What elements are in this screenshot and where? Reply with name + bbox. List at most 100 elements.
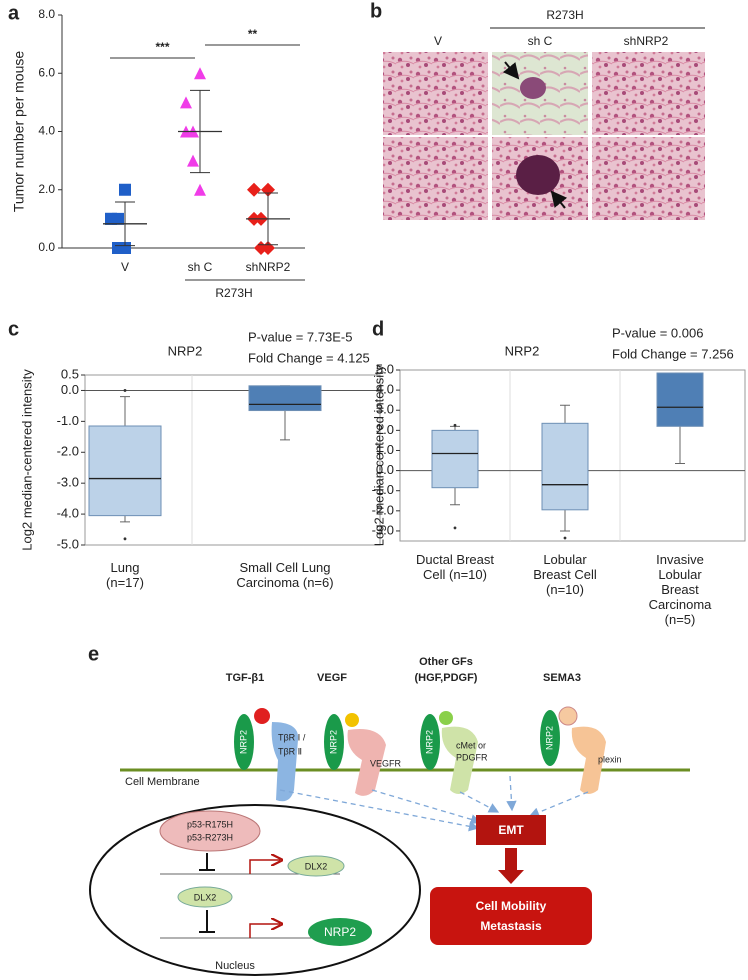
x-tick-label: Lobular Breast Cell (n=10) bbox=[533, 552, 597, 597]
dlx2-node bbox=[287, 855, 345, 877]
whisker bbox=[450, 425, 460, 431]
nrp2-label: NRP2 bbox=[238, 730, 248, 754]
y-tick-label: 2.0 bbox=[38, 182, 55, 196]
emt-box bbox=[476, 815, 546, 845]
micrograph bbox=[383, 52, 488, 135]
dot bbox=[194, 183, 206, 196]
y-tick-label: 1.0 bbox=[376, 442, 394, 457]
y-axis-label: Log2 median-centered intensity bbox=[371, 364, 386, 546]
x-tick-label: Ductal Breast Cell (n=10) bbox=[415, 552, 495, 582]
emt-arrow bbox=[498, 848, 524, 884]
statistic: Fold Change = 7.256 bbox=[612, 346, 734, 361]
box bbox=[431, 429, 479, 489]
panel-label: a bbox=[8, 2, 20, 24]
nrp2-gene-label: NRP2 bbox=[324, 925, 356, 939]
panel-label: e bbox=[88, 643, 99, 665]
column-label: shNRP2 bbox=[624, 34, 669, 48]
ligand-label: VEGF bbox=[317, 672, 347, 684]
micrograph bbox=[383, 137, 488, 220]
statistic: Fold Change = 4.125 bbox=[248, 350, 370, 365]
x-tick-label: Invasive Lobular Breast Carcinoma (n=5) bbox=[648, 552, 712, 627]
outcome-box bbox=[430, 887, 592, 945]
dot bbox=[194, 67, 206, 80]
dlx2-label: DLX2 bbox=[194, 892, 217, 902]
x-tick-label: shNRP2 bbox=[246, 260, 291, 274]
y-tick-label: 5.0 bbox=[376, 361, 394, 376]
nrp2-gene bbox=[308, 918, 372, 946]
x-tick-label: Lung (n=17) bbox=[106, 560, 144, 590]
panel-label: b bbox=[370, 0, 382, 22]
receptor-label: PDGFR bbox=[456, 752, 488, 762]
box bbox=[88, 425, 162, 517]
activation bbox=[249, 924, 280, 938]
ligand bbox=[254, 708, 270, 724]
nucleus bbox=[89, 804, 421, 976]
y-tick-label: 0.0 bbox=[38, 240, 55, 254]
dot bbox=[187, 154, 199, 167]
box bbox=[248, 385, 322, 412]
statistic: P-value = 0.006 bbox=[612, 325, 703, 340]
significance: *** bbox=[155, 40, 169, 54]
p53-label: p53-R175H bbox=[187, 819, 233, 829]
inhibition bbox=[199, 910, 215, 933]
whisker bbox=[675, 426, 685, 465]
dot bbox=[119, 242, 131, 254]
signal-arrow bbox=[459, 791, 500, 813]
signal-arrows bbox=[279, 775, 589, 832]
micrograph bbox=[592, 137, 705, 220]
nrp2-receptor bbox=[324, 714, 344, 770]
y-tick-label: -5.0 bbox=[57, 536, 79, 551]
receptor-label: VEGFR bbox=[370, 758, 402, 768]
dlx2-node bbox=[177, 886, 233, 908]
y-tick-label: 4.0 bbox=[376, 382, 394, 397]
y-tick-label: 6.0 bbox=[38, 65, 55, 79]
y-tick-label: 0.5 bbox=[61, 366, 79, 381]
y-axis-label: Log2 median-centered intensity bbox=[19, 369, 34, 551]
column-label: V bbox=[434, 34, 442, 48]
outlier bbox=[453, 423, 457, 427]
y-tick-label: 8.0 bbox=[38, 7, 55, 21]
y-tick-label: 3.0 bbox=[376, 402, 394, 417]
dlx2-label: DLX2 bbox=[305, 861, 328, 871]
signal-arrow bbox=[506, 775, 517, 812]
receptor bbox=[571, 726, 606, 794]
statistic: P-value = 7.73E-5 bbox=[248, 329, 352, 344]
box bbox=[656, 372, 704, 427]
arrow bbox=[550, 190, 568, 209]
outlier bbox=[123, 389, 127, 392]
chart-title: NRP2 bbox=[505, 343, 540, 358]
x-tick-label: sh C bbox=[188, 260, 213, 274]
error-bar bbox=[258, 192, 278, 246]
y-tick-label: 0.0 bbox=[61, 382, 79, 397]
y-tick-label: -1.0 bbox=[57, 413, 79, 428]
whisker bbox=[120, 515, 130, 523]
panel-label: c bbox=[8, 318, 19, 340]
whisker bbox=[560, 404, 570, 424]
column-label: sh C bbox=[528, 34, 553, 48]
chart-title: NRP2 bbox=[168, 343, 203, 358]
error-bar bbox=[190, 89, 210, 174]
group-label: R273H bbox=[215, 286, 252, 300]
outcome-label: Cell Mobility bbox=[476, 899, 547, 913]
ligand-label: TGF-β1 bbox=[226, 672, 265, 684]
nrp2-receptor bbox=[234, 714, 254, 770]
ligand-label: (HGF,PDGF) bbox=[415, 672, 478, 684]
y-tick-label: -4.0 bbox=[57, 506, 79, 521]
y-tick-label: 2.0 bbox=[376, 422, 394, 437]
y-tick-label: -1.0 bbox=[372, 482, 394, 497]
y-tick-label: -3.0 bbox=[372, 522, 394, 537]
error-bar bbox=[115, 201, 135, 247]
dot bbox=[112, 212, 124, 225]
receptor-label: plexin bbox=[598, 754, 622, 764]
y-axis-label: Tumor number per mouse bbox=[11, 51, 27, 213]
dot bbox=[247, 182, 261, 197]
nrp2-label: NRP2 bbox=[328, 730, 338, 754]
x-tick-label: V bbox=[121, 260, 129, 274]
ligand bbox=[439, 711, 453, 725]
nrp2-receptor bbox=[540, 710, 560, 766]
p53-node bbox=[159, 810, 261, 852]
ligand bbox=[558, 706, 578, 726]
signal-arrow bbox=[279, 789, 480, 832]
significance: ** bbox=[248, 27, 258, 41]
y-tick-label: 4.0 bbox=[38, 124, 55, 138]
